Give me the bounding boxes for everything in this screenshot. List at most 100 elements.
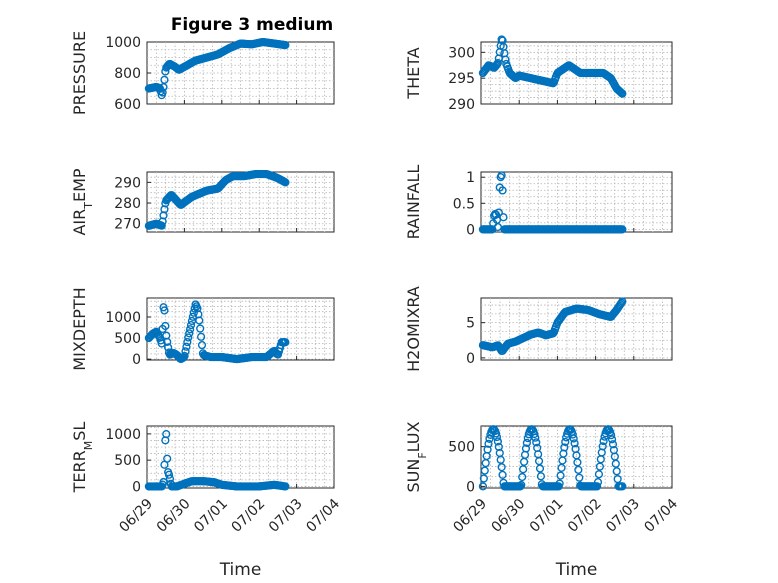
axes-mixdepth: 0 500 1000 MIXDEPTH xyxy=(70,287,335,371)
data-point xyxy=(568,430,577,439)
data-point xyxy=(158,88,167,97)
data-point xyxy=(494,208,503,217)
data-point xyxy=(193,304,202,313)
y-label-tail: LUX xyxy=(404,421,423,452)
y-tick-label: 1000 xyxy=(105,310,141,326)
data-point xyxy=(484,439,493,448)
y-tick-label: 1000 xyxy=(105,427,141,443)
y-label-main: RAINFALL xyxy=(404,165,423,240)
data-point xyxy=(560,443,569,452)
data-point xyxy=(575,473,584,482)
x-tick-label: 07/01 xyxy=(191,496,231,536)
data-point xyxy=(521,444,531,453)
y-label-main: SUN xyxy=(404,459,423,493)
y-label-main: THETA xyxy=(404,47,423,99)
x-tick-label: 07/04 xyxy=(303,496,343,536)
data-point xyxy=(536,472,546,481)
data-point xyxy=(185,325,195,334)
data-point xyxy=(161,321,170,331)
data-point xyxy=(478,482,488,491)
x-tick-label: 07/03 xyxy=(266,496,306,536)
data-point xyxy=(618,482,627,491)
data-point xyxy=(281,338,290,347)
data-point xyxy=(281,482,290,491)
data-point xyxy=(491,429,501,438)
y-axis-label: TERRMSL xyxy=(70,422,95,494)
y-tick-label: 295 xyxy=(448,71,475,87)
data-point xyxy=(618,297,627,306)
y-tick-label: 290 xyxy=(114,175,141,191)
y-tick-label: 0 xyxy=(466,222,475,238)
data-point xyxy=(185,329,194,338)
y-tick-label: 1 xyxy=(466,170,475,186)
data-point xyxy=(599,436,608,446)
y-tick-label: 0 xyxy=(132,352,141,368)
y-label-tail: EMP xyxy=(70,168,89,202)
data-point xyxy=(618,89,627,98)
data-point xyxy=(492,432,502,442)
data-point xyxy=(157,339,166,348)
data-point xyxy=(483,445,492,454)
data-point xyxy=(499,213,508,222)
data-point xyxy=(181,347,190,356)
data-point xyxy=(183,337,192,347)
data-point xyxy=(159,477,168,487)
y-tick-label: 0 xyxy=(466,351,475,367)
data-point xyxy=(532,438,541,447)
axes-h2omixra: 0 5 H2OMIXRA xyxy=(404,286,673,372)
y-label-subscript: F xyxy=(416,452,429,458)
x-tick-label: 07/02 xyxy=(565,496,605,536)
data-point xyxy=(164,470,174,479)
y-label-main: AIR xyxy=(70,209,89,236)
y-axis-label: PRESSURE xyxy=(70,31,89,115)
y-label-subscript: T xyxy=(82,202,95,210)
data-point xyxy=(190,304,199,313)
data-point xyxy=(593,478,603,487)
data-point xyxy=(534,456,544,466)
x-tick-label: 07/02 xyxy=(229,496,269,536)
y-tick-label: 500 xyxy=(114,453,141,469)
y-tick-label: 0.5 xyxy=(453,196,475,212)
series-markers xyxy=(478,171,627,234)
data-point xyxy=(531,433,540,442)
data-point xyxy=(561,437,570,447)
y-label-main: PRESSURE xyxy=(70,31,89,115)
data-point xyxy=(518,472,527,482)
data-point xyxy=(498,470,507,479)
data-point xyxy=(493,437,502,446)
series-markers xyxy=(144,300,290,364)
data-point xyxy=(555,479,564,488)
data-point xyxy=(197,340,207,350)
data-point xyxy=(157,221,166,230)
series-markers xyxy=(478,297,627,356)
y-tick-label: 1000 xyxy=(105,35,141,51)
data-point xyxy=(570,439,579,448)
x-tick-label: 06/30 xyxy=(489,496,529,536)
data-point xyxy=(607,431,616,440)
data-point xyxy=(535,464,545,473)
data-point xyxy=(530,429,539,439)
data-point xyxy=(164,343,173,352)
data-point xyxy=(163,337,172,346)
data-point xyxy=(569,434,578,443)
y-tick-label: 280 xyxy=(114,196,141,212)
data-point xyxy=(159,303,168,312)
data-point xyxy=(195,316,204,325)
data-point xyxy=(574,465,583,474)
y-tick-label: 300 xyxy=(448,45,475,61)
data-point xyxy=(196,332,206,341)
y-axis-label: RAINFALL xyxy=(404,165,423,240)
x-axis-label: Time xyxy=(219,560,262,580)
y-tick-label: 800 xyxy=(114,66,141,82)
y-tick-label: 270 xyxy=(114,217,141,233)
x-axis-label: Time xyxy=(555,560,598,580)
plot-area xyxy=(146,425,335,489)
y-axis-label: AIRTEMP xyxy=(70,168,95,235)
data-point xyxy=(573,458,582,467)
plot-area xyxy=(146,297,335,361)
data-point xyxy=(498,186,507,195)
series-markers xyxy=(144,169,290,230)
y-tick-label: 500 xyxy=(114,331,141,347)
